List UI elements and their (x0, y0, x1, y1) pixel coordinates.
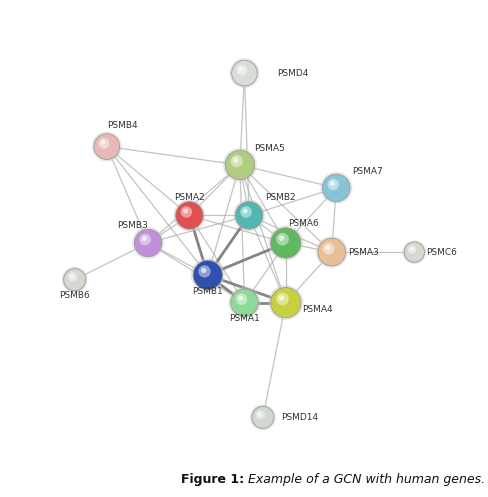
Circle shape (270, 228, 300, 258)
Circle shape (183, 209, 188, 214)
Circle shape (268, 226, 302, 260)
Circle shape (235, 202, 263, 229)
Circle shape (198, 265, 210, 278)
Circle shape (253, 409, 271, 426)
Text: PSMD14: PSMD14 (281, 413, 318, 422)
Circle shape (238, 296, 243, 301)
Circle shape (228, 287, 260, 318)
Circle shape (231, 60, 257, 86)
Circle shape (178, 204, 200, 227)
Circle shape (273, 290, 298, 315)
Circle shape (268, 286, 302, 320)
Circle shape (238, 67, 243, 72)
Circle shape (270, 287, 300, 318)
Circle shape (325, 176, 347, 199)
Circle shape (276, 292, 288, 305)
Circle shape (327, 178, 338, 190)
Circle shape (142, 236, 146, 241)
Circle shape (276, 233, 288, 246)
Circle shape (278, 295, 284, 301)
Text: PSMA7: PSMA7 (352, 167, 382, 176)
Circle shape (92, 132, 121, 161)
Circle shape (402, 241, 425, 263)
Circle shape (180, 206, 192, 218)
Circle shape (230, 155, 243, 167)
Circle shape (174, 200, 204, 231)
Text: PSMB4: PSMB4 (106, 121, 137, 130)
Circle shape (201, 268, 206, 273)
Circle shape (237, 204, 260, 227)
Circle shape (235, 293, 247, 305)
Circle shape (233, 291, 255, 314)
Circle shape (405, 244, 422, 260)
Circle shape (404, 242, 424, 262)
Circle shape (69, 274, 73, 278)
Circle shape (322, 174, 349, 202)
Circle shape (230, 289, 258, 317)
Circle shape (137, 232, 159, 254)
Text: Example of a GCN with human genes.: Example of a GCN with human genes. (244, 473, 485, 486)
Circle shape (67, 272, 77, 282)
Circle shape (195, 263, 220, 287)
Circle shape (240, 206, 251, 218)
Circle shape (322, 243, 334, 254)
Circle shape (325, 245, 330, 250)
Circle shape (233, 63, 255, 83)
Circle shape (230, 59, 258, 87)
Circle shape (94, 134, 120, 160)
Circle shape (251, 407, 273, 428)
Text: PSMA1: PSMA1 (229, 314, 259, 323)
Circle shape (257, 412, 261, 416)
Circle shape (329, 181, 334, 186)
Text: PSMA4: PSMA4 (301, 305, 332, 314)
Circle shape (132, 228, 163, 258)
Text: PSMB1: PSMB1 (192, 287, 223, 296)
Text: PSMA3: PSMA3 (347, 248, 378, 256)
Text: PSMD4: PSMD4 (276, 69, 307, 78)
Circle shape (233, 158, 238, 163)
Text: PSMA6: PSMA6 (287, 219, 318, 228)
Text: PSMB2: PSMB2 (264, 193, 295, 202)
Circle shape (62, 267, 87, 292)
Circle shape (223, 149, 256, 181)
Circle shape (65, 271, 83, 289)
Circle shape (409, 247, 412, 250)
Circle shape (101, 140, 105, 145)
Circle shape (317, 239, 345, 266)
Text: PSMB3: PSMB3 (117, 221, 148, 230)
Text: Figure 1:: Figure 1: (181, 473, 244, 486)
Circle shape (139, 234, 151, 246)
Circle shape (236, 65, 246, 76)
Circle shape (191, 258, 224, 292)
Circle shape (193, 260, 222, 290)
Circle shape (233, 200, 264, 231)
Circle shape (175, 202, 203, 229)
Circle shape (227, 153, 251, 177)
Circle shape (278, 236, 284, 241)
Circle shape (273, 231, 298, 255)
Text: PSMA2: PSMA2 (174, 193, 204, 202)
Circle shape (242, 209, 247, 214)
Circle shape (250, 405, 275, 430)
Circle shape (63, 269, 85, 291)
Text: PSMA5: PSMA5 (253, 144, 284, 154)
Text: PSMC6: PSMC6 (425, 248, 456, 256)
Circle shape (96, 136, 117, 157)
Circle shape (407, 246, 415, 254)
Circle shape (134, 229, 162, 257)
Circle shape (99, 138, 109, 149)
Circle shape (316, 237, 346, 267)
Circle shape (225, 150, 254, 179)
Text: PSMB6: PSMB6 (59, 291, 90, 300)
Circle shape (255, 410, 264, 419)
Circle shape (320, 172, 351, 203)
Circle shape (320, 241, 342, 263)
